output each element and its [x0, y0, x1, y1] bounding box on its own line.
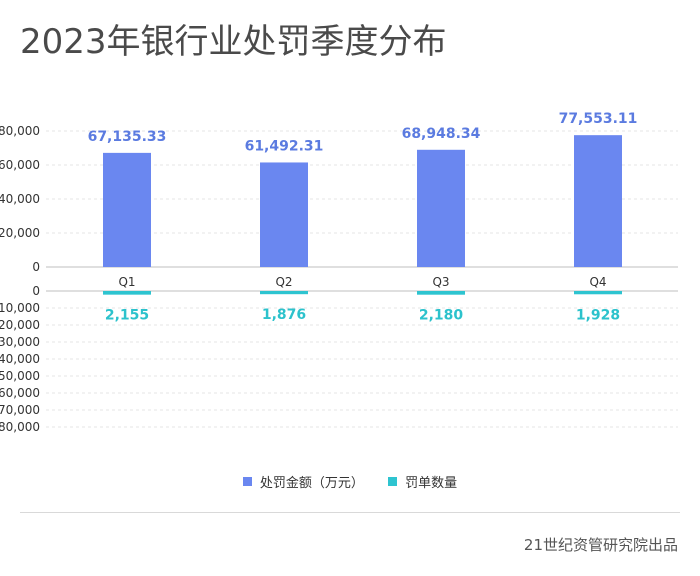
footer-divider: [20, 512, 680, 513]
count-bars: [103, 291, 622, 295]
count-data-label: 2,180: [419, 308, 464, 324]
chart-title: 2023年银行业处罚季度分布: [20, 22, 447, 62]
lower-tick-label: 20,000: [0, 318, 40, 332]
amount-bar: [417, 149, 465, 267]
lower-grid: [46, 290, 678, 428]
category-label: Q2: [275, 275, 292, 289]
amount-data-label: 67,135.33: [88, 129, 167, 145]
count-bar: [260, 291, 308, 295]
amount-bar: [103, 152, 151, 267]
upper-tick-label: 80,000: [0, 124, 40, 138]
count-bar: [103, 291, 151, 295]
upper-grid: [46, 130, 678, 268]
count-bar: [417, 291, 465, 295]
chart-legend: 处罚金额（万元） 罚单数量: [0, 472, 700, 491]
amount-data-labels: 67,135.33 61,492.31 68,948.34 77,553.11: [88, 111, 638, 154]
lower-tick-label: 50,000: [0, 369, 40, 383]
quarterly-penalty-chart: 0 20,000 40,000 60,000 80,000 0 10,000 20,000 3…: [0, 111, 678, 434]
lower-tick-label: 30,000: [0, 335, 40, 349]
category-label: Q3: [432, 275, 449, 289]
amount-data-label: 77,553.11: [559, 111, 638, 127]
lower-tick-label: 40,000: [0, 352, 40, 366]
lower-y-axis: 0 10,000 20,000 30,000 40,000 50,000 60,000 70,…: [0, 284, 40, 434]
upper-tick-label: 20,000: [0, 226, 40, 240]
legend-label-amount: 处罚金额（万元）: [259, 476, 364, 491]
lower-tick-label: 0: [32, 284, 40, 298]
legend-label-count: 罚单数量: [405, 476, 458, 491]
legend-item-amount[interactable]: 处罚金额（万元）: [242, 472, 364, 491]
category-labels: Q1 Q2 Q3 Q4: [118, 275, 606, 289]
upper-tick-label: 60,000: [0, 158, 40, 172]
amount-bar: [260, 162, 308, 267]
amount-data-label: 61,492.31: [245, 138, 324, 154]
amount-bars: [103, 135, 622, 267]
upper-y-axis: 0 20,000 40,000 60,000 80,000: [0, 124, 40, 274]
count-bar: [574, 291, 622, 295]
count-data-label: 1,876: [262, 307, 306, 323]
lower-tick-label: 60,000: [0, 386, 40, 400]
amount-bar: [574, 135, 622, 267]
source-credit: 21世纪资管研究院出品: [523, 536, 678, 554]
legend-swatch-count: [388, 477, 398, 486]
count-data-labels: 2,155 1,876 2,180 1,928: [105, 307, 620, 324]
upper-tick-label: 40,000: [0, 192, 40, 206]
amount-data-label: 68,948.34: [402, 126, 481, 142]
category-label: Q4: [589, 275, 606, 289]
upper-tick-label: 0: [32, 260, 40, 274]
count-data-label: 2,155: [105, 308, 149, 324]
category-label: Q1: [118, 275, 135, 289]
count-data-label: 1,928: [576, 307, 620, 323]
lower-tick-label: 80,000: [0, 420, 40, 434]
lower-tick-label: 70,000: [0, 403, 40, 417]
legend-item-count[interactable]: 罚单数量: [388, 472, 457, 491]
lower-tick-label: 10,000: [0, 301, 40, 315]
legend-swatch-amount: [242, 477, 252, 486]
